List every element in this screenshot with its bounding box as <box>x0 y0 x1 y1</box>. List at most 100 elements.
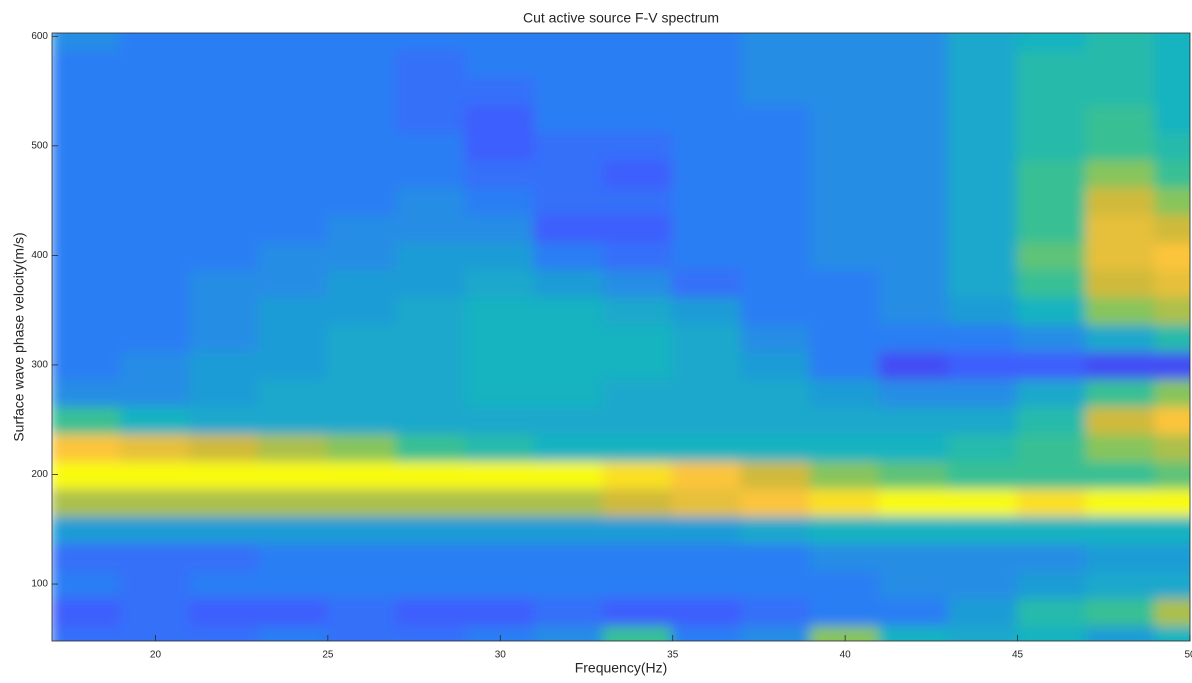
heatmap-cell <box>326 76 398 106</box>
heatmap-cell <box>395 377 467 408</box>
heatmap-cell <box>119 322 191 353</box>
heatmap-cell <box>257 377 329 408</box>
heatmap-cell <box>326 33 398 51</box>
heatmap-cell <box>947 158 1019 188</box>
heatmap-cell <box>740 377 812 408</box>
heatmap-cell <box>671 240 743 271</box>
heatmap-cell <box>395 76 467 106</box>
heatmap-cell <box>602 487 674 517</box>
heatmap-cell <box>671 624 743 641</box>
heatmap-cell <box>52 459 122 490</box>
heatmap-cell <box>119 158 191 188</box>
heatmap-cell <box>395 350 467 380</box>
heatmap-cell <box>671 76 743 106</box>
heatmap-cell <box>878 377 950 408</box>
heatmap-cell <box>809 569 881 599</box>
heatmap-cell <box>1154 459 1190 490</box>
heatmap <box>52 33 1190 641</box>
heatmap-cell <box>1016 268 1088 298</box>
heatmap-cell <box>1085 487 1157 517</box>
heatmap-cell <box>52 48 122 79</box>
heatmap-cell <box>464 322 536 353</box>
heatmap-cell <box>52 103 122 134</box>
heatmap-cell <box>740 240 812 271</box>
heatmap-cell <box>1154 487 1190 517</box>
heatmap-cell <box>602 268 674 298</box>
heatmap-cell <box>395 131 467 161</box>
heatmap-cell <box>326 569 398 599</box>
heatmap-cell <box>52 596 122 627</box>
heatmap-cell <box>395 213 467 243</box>
heatmap-cell <box>52 268 122 298</box>
heatmap-cell <box>1154 322 1190 353</box>
heatmap-cell <box>1016 514 1088 544</box>
heatmap-cell <box>878 213 950 243</box>
heatmap-cell <box>878 624 950 641</box>
heatmap-cell <box>671 514 743 544</box>
heatmap-cell <box>878 350 950 380</box>
heatmap-cell <box>740 487 812 517</box>
heatmap-cell <box>188 514 260 544</box>
heatmap-cell <box>188 596 260 627</box>
heatmap-cell <box>533 268 605 298</box>
heatmap-cell <box>464 405 536 435</box>
heatmap-cell <box>1016 131 1088 161</box>
heatmap-cell <box>1016 33 1088 51</box>
heatmap-cell <box>326 514 398 544</box>
x-tick-label: 50 <box>1184 650 1192 661</box>
heatmap-cell <box>257 268 329 298</box>
heatmap-cell <box>947 240 1019 271</box>
heatmap-cell <box>1154 103 1190 134</box>
heatmap-cell <box>395 322 467 353</box>
heatmap-cell <box>326 322 398 353</box>
heatmap-cell <box>533 405 605 435</box>
heatmap-cell <box>52 295 122 325</box>
heatmap-cell <box>947 459 1019 490</box>
heatmap-cell <box>740 295 812 325</box>
heatmap-cell <box>188 295 260 325</box>
heatmap-cell <box>1016 240 1088 271</box>
heatmap-cell <box>602 185 674 216</box>
heatmap-cell <box>1016 213 1088 243</box>
heatmap-cell <box>740 33 812 51</box>
heatmap-cell <box>740 514 812 544</box>
y-tick-label: 400 <box>31 250 48 261</box>
heatmap-cell <box>188 103 260 134</box>
heatmap-cell <box>1016 295 1088 325</box>
heatmap-cell <box>533 459 605 490</box>
heatmap-cell <box>947 322 1019 353</box>
heatmap-cell <box>1154 377 1190 408</box>
heatmap-cell <box>188 240 260 271</box>
heatmap-cell <box>533 131 605 161</box>
heatmap-cell <box>533 322 605 353</box>
heatmap-cell <box>1016 158 1088 188</box>
heatmap-cell <box>809 48 881 79</box>
heatmap-cell <box>395 48 467 79</box>
heatmap-cell <box>809 240 881 271</box>
heatmap-cell <box>464 514 536 544</box>
heatmap-cell <box>947 76 1019 106</box>
heatmap-cell <box>878 131 950 161</box>
heatmap-cell <box>671 432 743 462</box>
heatmap-cell <box>1016 76 1088 106</box>
heatmap-cell <box>809 33 881 51</box>
heatmap-cell <box>740 624 812 641</box>
heatmap-cell <box>947 541 1019 572</box>
heatmap-cell <box>257 541 329 572</box>
heatmap-cell <box>602 213 674 243</box>
heatmap-cell <box>119 33 191 51</box>
heatmap-cell <box>1154 76 1190 106</box>
heatmap-cell <box>326 213 398 243</box>
heatmap-cell <box>464 541 536 572</box>
heatmap-cell <box>464 158 536 188</box>
heatmap-cell <box>533 185 605 216</box>
heatmap-cell <box>119 624 191 641</box>
heatmap-cell <box>326 596 398 627</box>
heatmap-cell <box>52 377 122 408</box>
heatmap-cell <box>464 487 536 517</box>
heatmap-cell <box>602 624 674 641</box>
heatmap-cell <box>1016 350 1088 380</box>
heatmap-cell <box>326 350 398 380</box>
heatmap-cell <box>809 185 881 216</box>
heatmap-cell <box>671 268 743 298</box>
